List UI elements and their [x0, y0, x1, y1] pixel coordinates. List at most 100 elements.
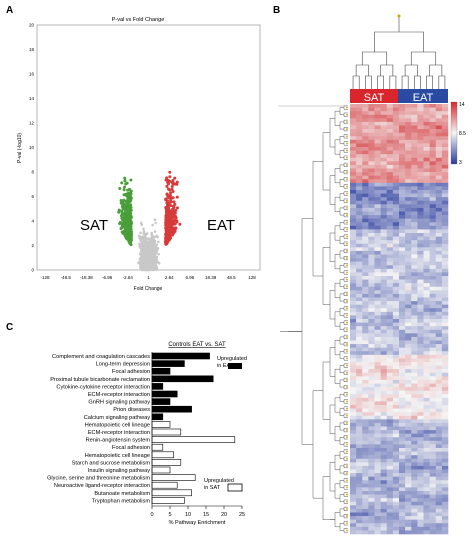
heatmap-cell: [405, 283, 412, 288]
heatmap-cell: [399, 512, 406, 517]
heatmap-cell: [411, 483, 418, 488]
heatmap-cell: [405, 265, 412, 270]
heatmap-cell: [386, 147, 394, 151]
heatmap-cell: [368, 268, 375, 273]
heatmap-cell: [441, 498, 449, 503]
heatmap-cell: [405, 379, 412, 384]
heatmap-cell: [386, 218, 394, 223]
heatmap-cell: [350, 154, 357, 159]
heatmap-cell: [429, 340, 437, 345]
heatmap-cell: [368, 469, 375, 474]
row-dendrogram-branch: [339, 408, 344, 416]
heatmap-cell: [362, 243, 369, 248]
heatmap-cell: [417, 480, 424, 485]
heatmap-cell: [405, 444, 412, 449]
heatmap-cell: [423, 354, 430, 359]
heatmap-cell: [368, 476, 375, 481]
row-dendrogram-branch: [329, 347, 335, 377]
heatmap-cell: [423, 136, 430, 141]
heatmap-cell: [435, 168, 443, 173]
heatmap-cell: [435, 333, 443, 338]
heatmap-cell: [392, 422, 400, 427]
row-dendrogram-branch: [339, 523, 344, 531]
heatmap-cell: [356, 207, 363, 212]
heatmap-cell: [405, 365, 412, 370]
heatmap-cell: [368, 508, 375, 513]
heatmap-cell: [350, 157, 357, 162]
heatmap-cell: [405, 182, 412, 187]
heatmap-cell: [429, 229, 437, 234]
heatmap-cell: [423, 505, 430, 510]
heatmap-cell: [350, 476, 357, 481]
heatmap-cell: [380, 390, 388, 395]
scale-tick-high: 14: [459, 102, 465, 108]
heatmap-cell: [441, 347, 449, 352]
heatmap-cell: [368, 491, 375, 495]
heatmap-cell: [399, 437, 406, 442]
heatmap-cell: [429, 512, 437, 517]
heatmap-cell: [368, 204, 375, 209]
heatmap-cell: [362, 405, 369, 409]
heatmap-cell: [411, 290, 418, 295]
heatmap-cell: [350, 462, 357, 467]
heatmap-cell: [356, 301, 363, 305]
heatmap-cell: [405, 501, 412, 506]
heatmap-cell: [380, 426, 388, 431]
heatmap-cell: [435, 530, 443, 535]
heatmap-cell: [368, 147, 375, 151]
volcano-point-ns: [152, 235, 156, 239]
heatmap-cell: [350, 344, 357, 348]
bar-sat: [151, 489, 192, 497]
heatmap-cell: [399, 175, 406, 180]
heatmap-cell: [435, 448, 443, 452]
heatmap-cell: [435, 121, 443, 126]
heatmap-cell: [356, 455, 363, 460]
volcano-point-sat: [126, 212, 130, 216]
heatmap-cell: [399, 383, 406, 388]
heatmap-cell: [441, 276, 449, 280]
heatmap-cell: [386, 351, 394, 356]
heatmap-cell: [380, 168, 388, 173]
heatmap-cell: [368, 336, 375, 341]
heatmap-cell: [441, 190, 449, 194]
heatmap-cell: [380, 233, 388, 237]
heatmap-cell: [368, 240, 375, 245]
heatmap-cell: [386, 168, 394, 173]
heatmap-cell: [380, 465, 388, 470]
heatmap-cell: [356, 215, 363, 219]
heatmap-cell: [441, 440, 449, 445]
heatmap-cell: [411, 344, 418, 348]
volcano-x-tick: -6.96: [102, 275, 113, 280]
heatmap-cell: [429, 369, 437, 374]
heatmap-cell: [411, 440, 418, 445]
heatmap-cell: [429, 308, 437, 313]
heatmap-cell: [386, 397, 394, 402]
volcano-point-sat: [120, 181, 124, 185]
heatmap-cell: [423, 519, 430, 524]
heatmap-cell: [368, 168, 375, 173]
heatmap-cell: [411, 243, 418, 248]
heatmap-cell: [374, 258, 381, 262]
heatmap-cell: [441, 326, 449, 331]
heatmap-cell: [441, 369, 449, 374]
heatmap-cell: [362, 480, 369, 485]
heatmap-cell: [417, 526, 424, 531]
heatmap-cell: [423, 480, 430, 485]
heatmap-cell: [405, 433, 412, 438]
heatmap-cell: [399, 444, 406, 449]
heatmap-cell: [356, 132, 363, 137]
heatmap-cell: [435, 358, 443, 363]
heatmap-cell: [405, 422, 412, 427]
heatmap-cell: [405, 250, 412, 255]
heatmap-cell: [435, 451, 443, 456]
heatmap-cell: [429, 519, 437, 524]
heatmap-cell: [362, 279, 369, 284]
dendrogram-branch: [374, 31, 424, 52]
heatmap-cell: [423, 483, 430, 488]
heatmap-cell: [386, 261, 394, 266]
heatmap-cell: [429, 139, 437, 144]
heatmap-cell: [350, 437, 357, 442]
dendrogram-node: [346, 457, 348, 460]
heatmap-cell: [386, 139, 394, 144]
heatmap-cell: [386, 519, 394, 524]
